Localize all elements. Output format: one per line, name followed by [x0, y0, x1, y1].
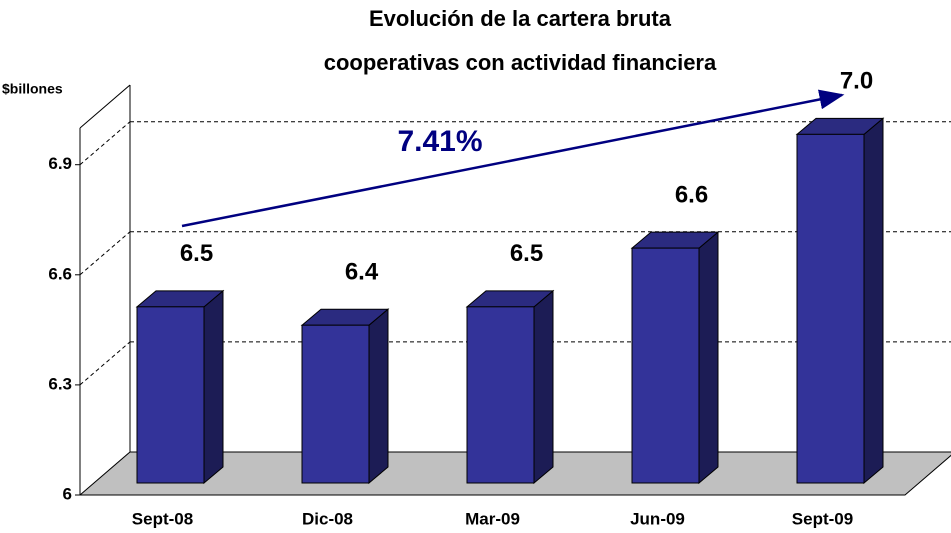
value-label: 6.4 [345, 259, 379, 286]
chart-title: Evolución de la cartera bruta [369, 6, 672, 31]
y-axis-label: $billones [2, 81, 63, 97]
bar [301, 324, 370, 484]
x-tick-label: Dic-08 [302, 509, 353, 528]
grid-line [79, 341, 131, 386]
y-tick-label: 6.3 [48, 374, 72, 393]
y-tick-label: 6.9 [48, 154, 72, 173]
bar-side [698, 231, 719, 485]
value-label: 6.6 [675, 181, 708, 208]
grid-line [79, 231, 131, 276]
value-label: 6.5 [510, 240, 543, 267]
bar-side [203, 289, 224, 485]
x-tick-label: Jun-09 [630, 509, 685, 528]
x-tick-label: Sept-09 [792, 509, 853, 528]
value-label: 6.5 [180, 240, 213, 267]
value-label: 7.0 [840, 68, 873, 95]
x-tick-label: Sept-08 [132, 509, 193, 528]
bar [631, 247, 700, 484]
grid-line [79, 121, 131, 166]
bar [796, 133, 865, 484]
x-tick-label: Mar-09 [465, 509, 520, 528]
bar-side [368, 308, 389, 485]
bar [466, 306, 535, 484]
annotation: 7.41% [397, 125, 482, 158]
wall-edge [79, 84, 131, 129]
bar-side [533, 289, 554, 485]
plot-area: 6 6.3 6.6 6.9 6.5 Sept-08 6.4 Dic-08 6.5 Mar-09 6.… [48, 68, 951, 528]
y-tick-label: 6.6 [48, 264, 72, 283]
bar-side [863, 117, 884, 485]
chart-title: cooperativas con actividad financiera [324, 50, 717, 75]
bar [136, 306, 205, 484]
trend-arrow [181, 89, 845, 228]
y-tick-label: 6 [63, 484, 72, 503]
